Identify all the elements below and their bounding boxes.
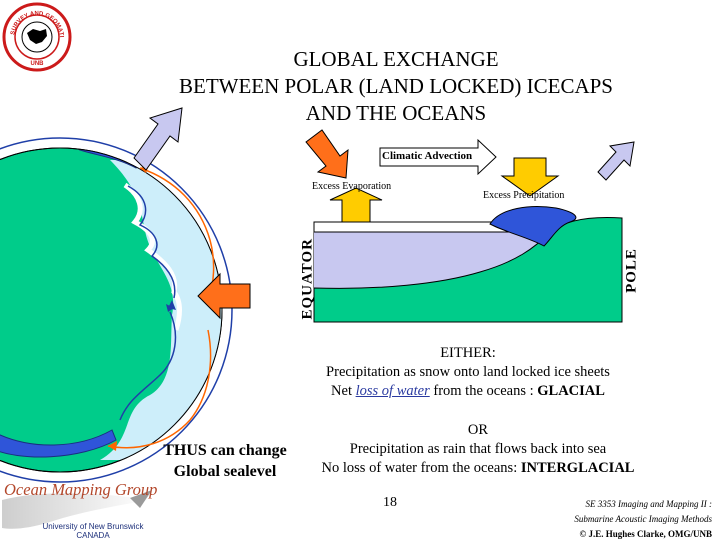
ocean-mapping-group-label: Ocean Mapping Group [4,480,158,499]
title-line-1: GLOBAL EXCHANGE [293,47,499,71]
evaporation-arrow [329,187,383,223]
moisture-out-arrow-right [597,141,635,181]
current-flow-lower [119,311,177,421]
excess-precipitation-label: Excess Precipitation [483,190,565,201]
precipitation-arrow [500,157,560,197]
title-line-2: BETWEEN POLAR (LAND LOCKED) ICECAPS [179,74,613,98]
either-heading: EITHER: [440,345,496,361]
either-line-1: Precipitation as snow onto land locked i… [326,364,610,380]
current-flow-upper [127,185,176,299]
or-heading: OR [467,422,489,438]
title-line-3: AND THE OCEANS [305,101,487,125]
thus-line-1: THUS can change [163,442,287,459]
moisture-out-arrow [133,107,183,171]
unb-logo: SURVEY AND GEOMATICS ENGINEERING UNB [0,0,72,72]
globe [0,137,233,483]
thus-note: THUS can change Global sealevel [146,440,304,482]
university-label: University of New Brunswick CANADA [42,522,144,540]
or-line-1: Precipitation as rain that flows back in… [349,441,607,457]
or-block: OR Precipitation as rain that flows back… [292,421,664,478]
either-block: EITHER: Precipitation as snow onto land … [292,344,644,401]
climatic-advection-label: Climatic Advection [382,150,473,162]
page-number: 18 [383,495,397,510]
interglacial-label: INTERGLACIAL [520,460,635,476]
either-line-2: Net loss of water from the oceans : GLAC… [331,383,605,399]
south-ice-cap [0,429,117,458]
glacial-label: GLACIAL [537,383,605,399]
or-line-2: No loss of water from the oceans: INTERG… [321,460,635,476]
course-credits: SE 3353 Imaging and Mapping II : Submari… [574,499,712,539]
atmos-flow-lower [107,329,212,449]
loss-of-water-link[interactable]: loss of water [355,383,430,399]
orange-diagonal-arrow [305,129,349,179]
atmosphere-outline [0,137,233,483]
slide-title: GLOBAL EXCHANGE BETWEEN POLAR (LAND LOCK… [120,46,672,127]
cross-section-ice [489,206,577,247]
inflow-arrow [197,272,251,320]
globe-map-icon [27,29,47,44]
excess-evaporation-label: Excess Evaporation [312,181,392,192]
omg-logo-graphic [2,490,152,529]
thus-line-2: Global sealevel [173,463,277,480]
climatic-advection-arrow [379,138,497,176]
pole-label: POLE [623,248,640,293]
ocean-band [100,160,222,460]
cross-section [313,206,623,323]
logo-center-text: UNB [31,61,45,67]
equator-label: EQUATOR [299,238,316,320]
